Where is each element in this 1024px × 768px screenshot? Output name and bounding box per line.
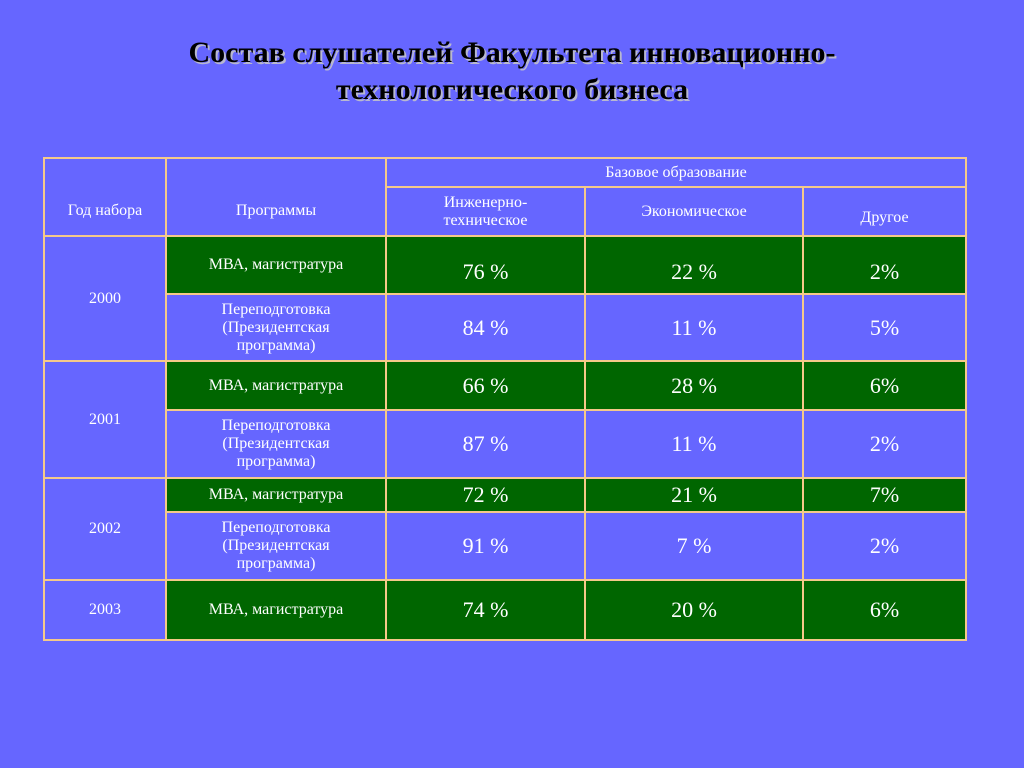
header-economic: Экономическое [584, 186, 804, 237]
value-engineering: 76 % [385, 235, 586, 295]
value-engineering: 72 % [385, 477, 586, 513]
program-cell: Переподготовка (Президентская программа) [165, 293, 387, 362]
year-cell: 2003 [43, 579, 167, 641]
value-engineering: 87 % [385, 409, 586, 479]
value-economic: 11 % [584, 409, 804, 479]
value-economic: 11 % [584, 293, 804, 362]
program-cell: МВА, магистратура [165, 235, 387, 295]
value-economic: 28 % [584, 360, 804, 411]
slide-title: Состав слушателей Факультета инновационн… [0, 34, 1024, 108]
students-composition-table: Год набора Программы Базовое образование… [43, 157, 968, 641]
slide-title-line-2: технологического бизнеса [335, 73, 689, 106]
header-programs: Программы [165, 157, 387, 237]
year-cell: 2001 [43, 360, 167, 479]
header-base-education: Базовое образование [384, 157, 968, 188]
value-engineering: 91 % [385, 511, 586, 581]
year-cell: 2002 [43, 477, 167, 581]
header-engineering: Инженерно- техническое [385, 186, 586, 237]
slide-title-line-1: Состав слушателей Факультета инновационн… [188, 36, 836, 69]
program-cell: МВА, магистратура [165, 360, 387, 411]
program-cell: Переподготовка (Президентская программа) [165, 511, 387, 581]
year-cell: 2000 [43, 235, 167, 362]
value-economic: 7 % [584, 511, 804, 581]
program-cell: МВА, магистратура [165, 579, 387, 641]
program-cell: Переподготовка (Президентская программа) [165, 409, 387, 479]
program-cell: МВА, магистратура [165, 477, 387, 513]
value-engineering: 84 % [385, 293, 586, 362]
value-other: 2% [801, 409, 968, 479]
value-other: 6% [801, 360, 968, 411]
value-economic: 20 % [584, 579, 804, 641]
value-other: 2% [801, 235, 968, 295]
value-other: 5% [801, 293, 968, 362]
value-engineering: 66 % [385, 360, 586, 411]
value-economic: 22 % [584, 235, 804, 295]
value-engineering: 74 % [385, 579, 586, 641]
value-other: 6% [801, 579, 968, 641]
header-other: Другое [801, 186, 968, 237]
header-year: Год набора [43, 157, 167, 237]
value-economic: 21 % [584, 477, 804, 513]
value-other: 2% [801, 511, 968, 581]
value-other: 7% [801, 477, 968, 513]
